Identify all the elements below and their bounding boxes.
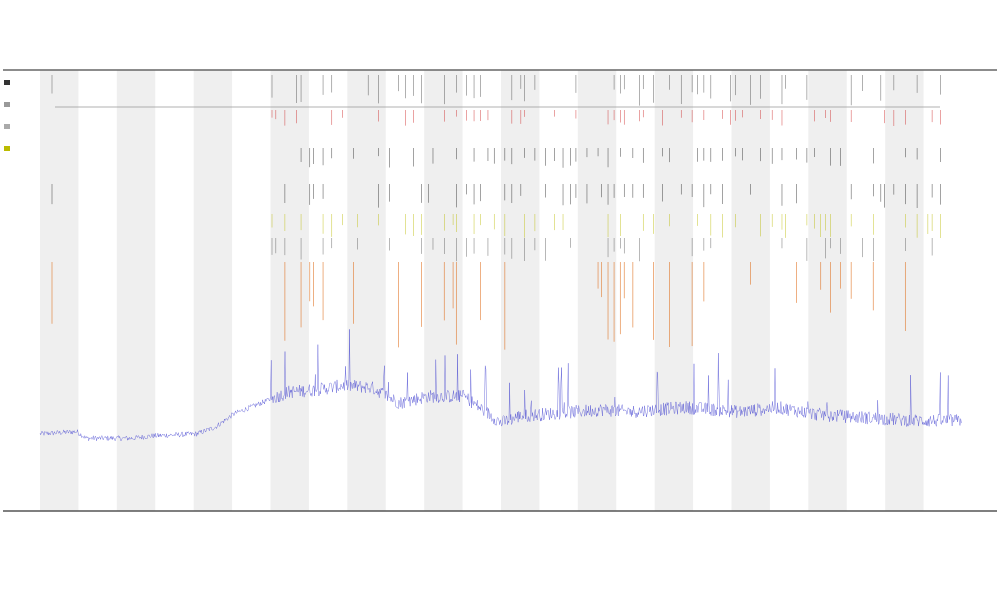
shaded-band — [347, 70, 386, 511]
event-markers — [51, 75, 941, 350]
legend-swatch — [4, 80, 10, 85]
shaded-band — [577, 70, 617, 511]
series-line — [39, 329, 963, 442]
shaded-band — [424, 70, 463, 511]
shaded-band — [654, 70, 694, 511]
shaded-band — [731, 70, 770, 511]
shaded-band — [116, 70, 156, 511]
shaded-band — [501, 70, 540, 511]
shaded-bands — [40, 70, 924, 511]
legend-swatch — [4, 124, 10, 129]
shaded-band — [270, 70, 309, 511]
axes — [3, 69, 997, 512]
legend — [4, 80, 10, 151]
legend-swatch — [4, 146, 10, 151]
shaded-band — [885, 70, 924, 511]
shaded-band — [193, 70, 233, 511]
series-line-path — [39, 329, 963, 442]
shaded-band — [40, 70, 79, 511]
legend-swatch — [4, 102, 10, 107]
shaded-band — [808, 70, 847, 511]
